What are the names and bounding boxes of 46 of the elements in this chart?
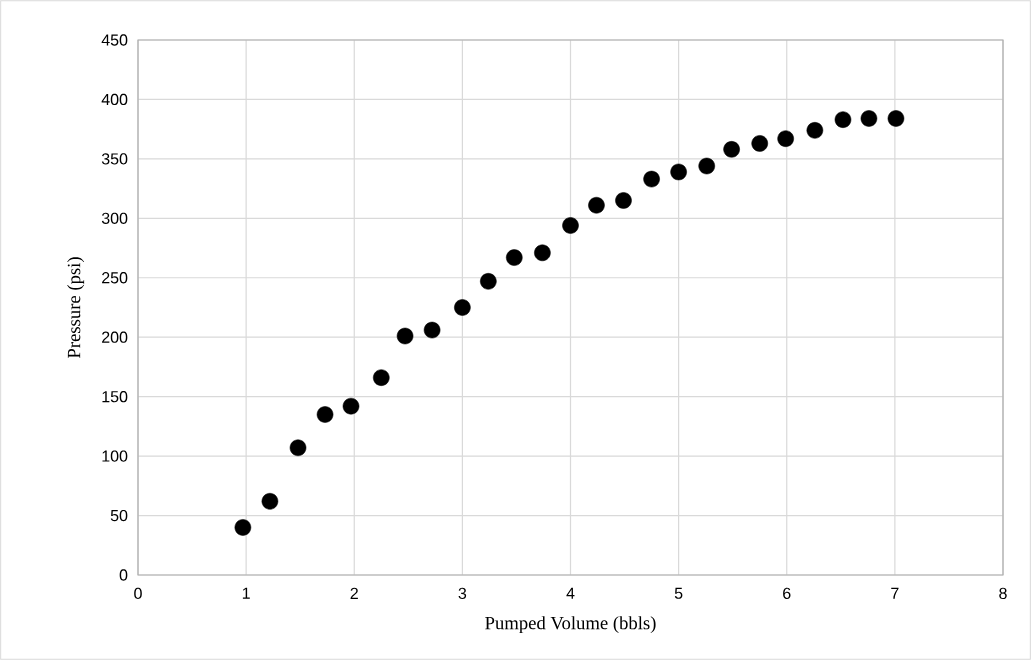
y-tick-label: 400 xyxy=(101,93,128,106)
point xyxy=(588,196,605,214)
point xyxy=(834,111,852,128)
point xyxy=(342,397,360,415)
x-tick-label: 3 xyxy=(458,587,467,600)
point xyxy=(723,141,740,158)
point xyxy=(234,519,252,536)
point xyxy=(643,170,660,188)
x-axis-title: Pumped Volume (bbls) xyxy=(485,616,656,634)
x-tick-label: 2 xyxy=(350,587,358,599)
x-tick-label: 5 xyxy=(674,587,683,599)
point xyxy=(396,327,414,345)
point xyxy=(480,273,497,290)
y-tick-label: 250 xyxy=(102,272,128,284)
point xyxy=(423,321,441,339)
point xyxy=(670,163,687,181)
point xyxy=(698,157,716,175)
point xyxy=(534,244,551,262)
point xyxy=(615,192,632,209)
point xyxy=(887,110,905,127)
x-tick-label: 1 xyxy=(242,587,250,599)
y-tick-label: 50 xyxy=(110,509,128,522)
y-tick-label: 300 xyxy=(101,212,128,224)
point xyxy=(261,493,279,510)
x-tick-label: 7 xyxy=(891,587,899,599)
point xyxy=(860,110,878,127)
point xyxy=(806,122,824,139)
y-tick-label: 0 xyxy=(119,569,128,581)
x-tick-label: 8 xyxy=(999,587,1007,600)
point xyxy=(751,135,768,152)
y-tick-label: 150 xyxy=(102,391,128,403)
x-tick-label: 6 xyxy=(783,587,791,600)
y-tick-label: 350 xyxy=(101,153,128,165)
point xyxy=(777,130,794,147)
x-tick-label: 0 xyxy=(134,587,142,600)
point xyxy=(562,217,579,234)
point xyxy=(373,369,390,386)
y-tick-label: 200 xyxy=(102,331,128,343)
y-tick-label: 450 xyxy=(101,34,128,46)
point xyxy=(506,249,523,266)
x-tick-label: 4 xyxy=(566,587,575,599)
y-axis-title: Pressure (psi) xyxy=(67,257,85,359)
point xyxy=(316,406,334,423)
point xyxy=(289,439,307,457)
y-tick-label: 100 xyxy=(102,450,128,462)
point xyxy=(454,299,471,316)
